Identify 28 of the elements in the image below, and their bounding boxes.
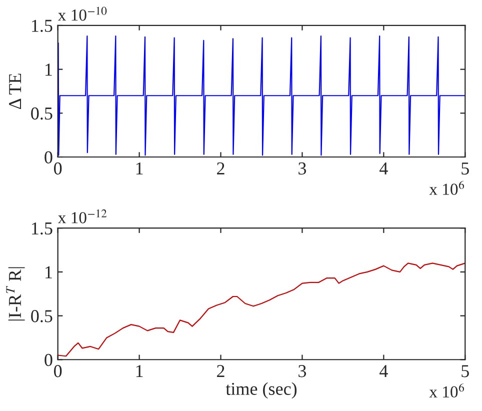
x-tick-label: 4 xyxy=(380,365,388,378)
x-tick-label: 0 xyxy=(54,162,62,175)
y-tick-label: 0 xyxy=(44,354,52,366)
x-tick-label: 3 xyxy=(298,162,306,175)
x-tick-label: 5 xyxy=(462,365,469,378)
x-tick-label: 1 xyxy=(136,365,143,378)
y-axis-title: |I-R$^{T}$ R| xyxy=(6,267,25,320)
x-axis-title: time (sec) xyxy=(226,382,297,399)
y-tick-label: 1.5 xyxy=(32,222,52,235)
x-tick-label: 5 xyxy=(462,162,469,175)
y-tick-label: 1.5 xyxy=(32,20,52,32)
x-tick-label: 2 xyxy=(217,162,224,174)
x-tick-label: 1 xyxy=(136,162,143,174)
y-tick-label: 0 xyxy=(44,151,52,164)
text: x 10$^{−10}$ xyxy=(58,6,107,21)
x-tick-label: 0 xyxy=(54,365,62,378)
y-tick-label: 0.5 xyxy=(31,107,52,120)
line-series xyxy=(58,262,466,357)
text: x 10$^{6}$ xyxy=(429,383,464,398)
y-tick-label: 1 xyxy=(46,266,52,278)
y-axis-title: Δ TE xyxy=(9,74,22,109)
y-tick-label: 0.5 xyxy=(31,310,52,322)
x-tick-label: 4 xyxy=(380,162,388,174)
text: x 10$^{−12}$ xyxy=(58,209,107,224)
y-tick-label: 1 xyxy=(46,64,52,76)
x-tick-label: 2 xyxy=(217,365,224,378)
x-tick-label: 3 xyxy=(298,365,306,378)
text: x 10$^{6}$ xyxy=(429,180,464,195)
